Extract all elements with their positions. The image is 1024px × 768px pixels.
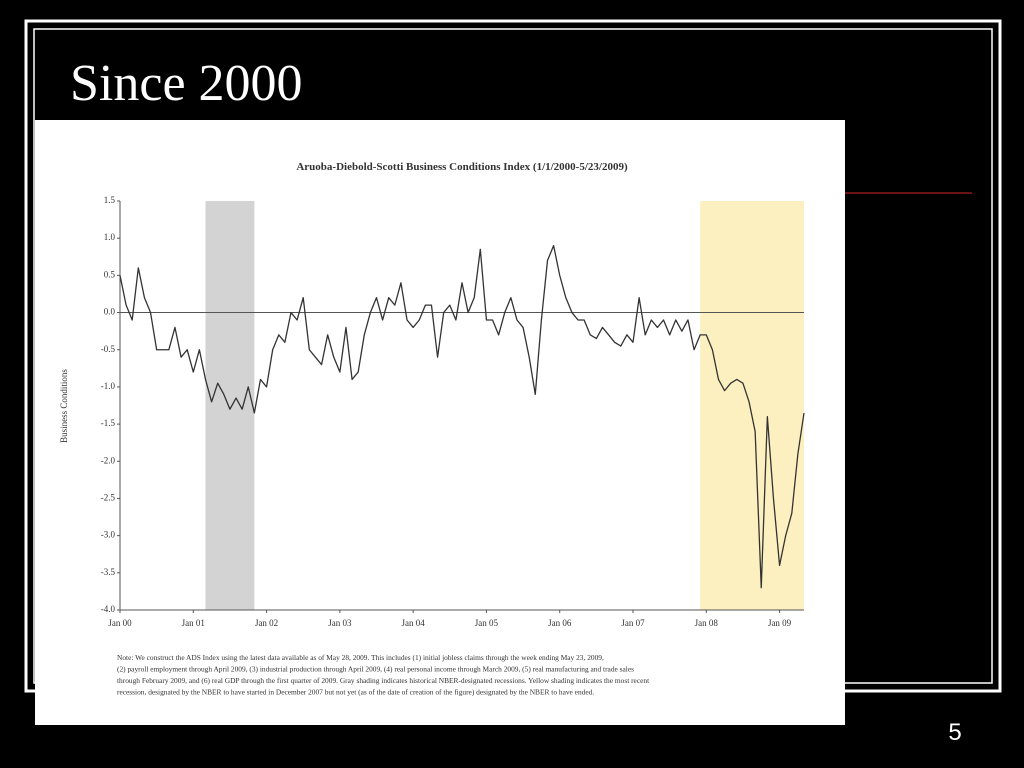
x-tick-label: Jan 09 <box>768 618 792 628</box>
chart-title: Aruoba-Diebold-Scotti Business Condition… <box>296 161 628 173</box>
y-axis-label: Business Conditions <box>59 369 69 443</box>
y-tick-label: -2.0 <box>101 455 116 465</box>
recession-shading <box>205 201 255 610</box>
page-number: 5 <box>948 719 961 746</box>
x-tick-label: Jan 07 <box>621 618 645 628</box>
chart-note: Note: We construct the ADS Index using t… <box>117 653 604 662</box>
y-tick-label: 1.5 <box>104 195 116 205</box>
chart-note: through February 2009, and (6) real GDP … <box>117 676 650 685</box>
y-tick-label: 1.0 <box>104 232 116 242</box>
index-line <box>119 244 805 589</box>
x-tick-label: Jan 08 <box>695 618 719 628</box>
x-tick-label: Jan 06 <box>548 618 572 628</box>
x-tick-label: Jan 05 <box>475 618 499 628</box>
chart-note: (2) payroll employment through April 200… <box>117 665 634 674</box>
x-tick-label: Jan 03 <box>328 618 352 628</box>
y-tick-label: -1.0 <box>101 381 116 391</box>
x-tick-label: Jan 02 <box>255 618 278 628</box>
y-tick-label: 0.5 <box>104 269 116 279</box>
y-tick-label: -3.0 <box>101 530 116 540</box>
slide-title: Since 2000 <box>70 55 303 112</box>
x-tick-label: Jan 00 <box>108 618 132 628</box>
recession-shading <box>700 201 804 610</box>
y-tick-label: -1.5 <box>101 418 116 428</box>
y-tick-label: -4.0 <box>101 604 116 614</box>
y-tick-label: -3.5 <box>101 567 116 577</box>
x-tick-label: Jan 01 <box>182 618 205 628</box>
chart-note: recession, designated by the NBER to hav… <box>117 688 594 697</box>
y-tick-label: -0.5 <box>101 344 116 354</box>
x-tick-label: Jan 04 <box>402 618 426 628</box>
y-tick-label: 0.0 <box>104 307 116 317</box>
y-tick-label: -2.5 <box>101 493 116 503</box>
